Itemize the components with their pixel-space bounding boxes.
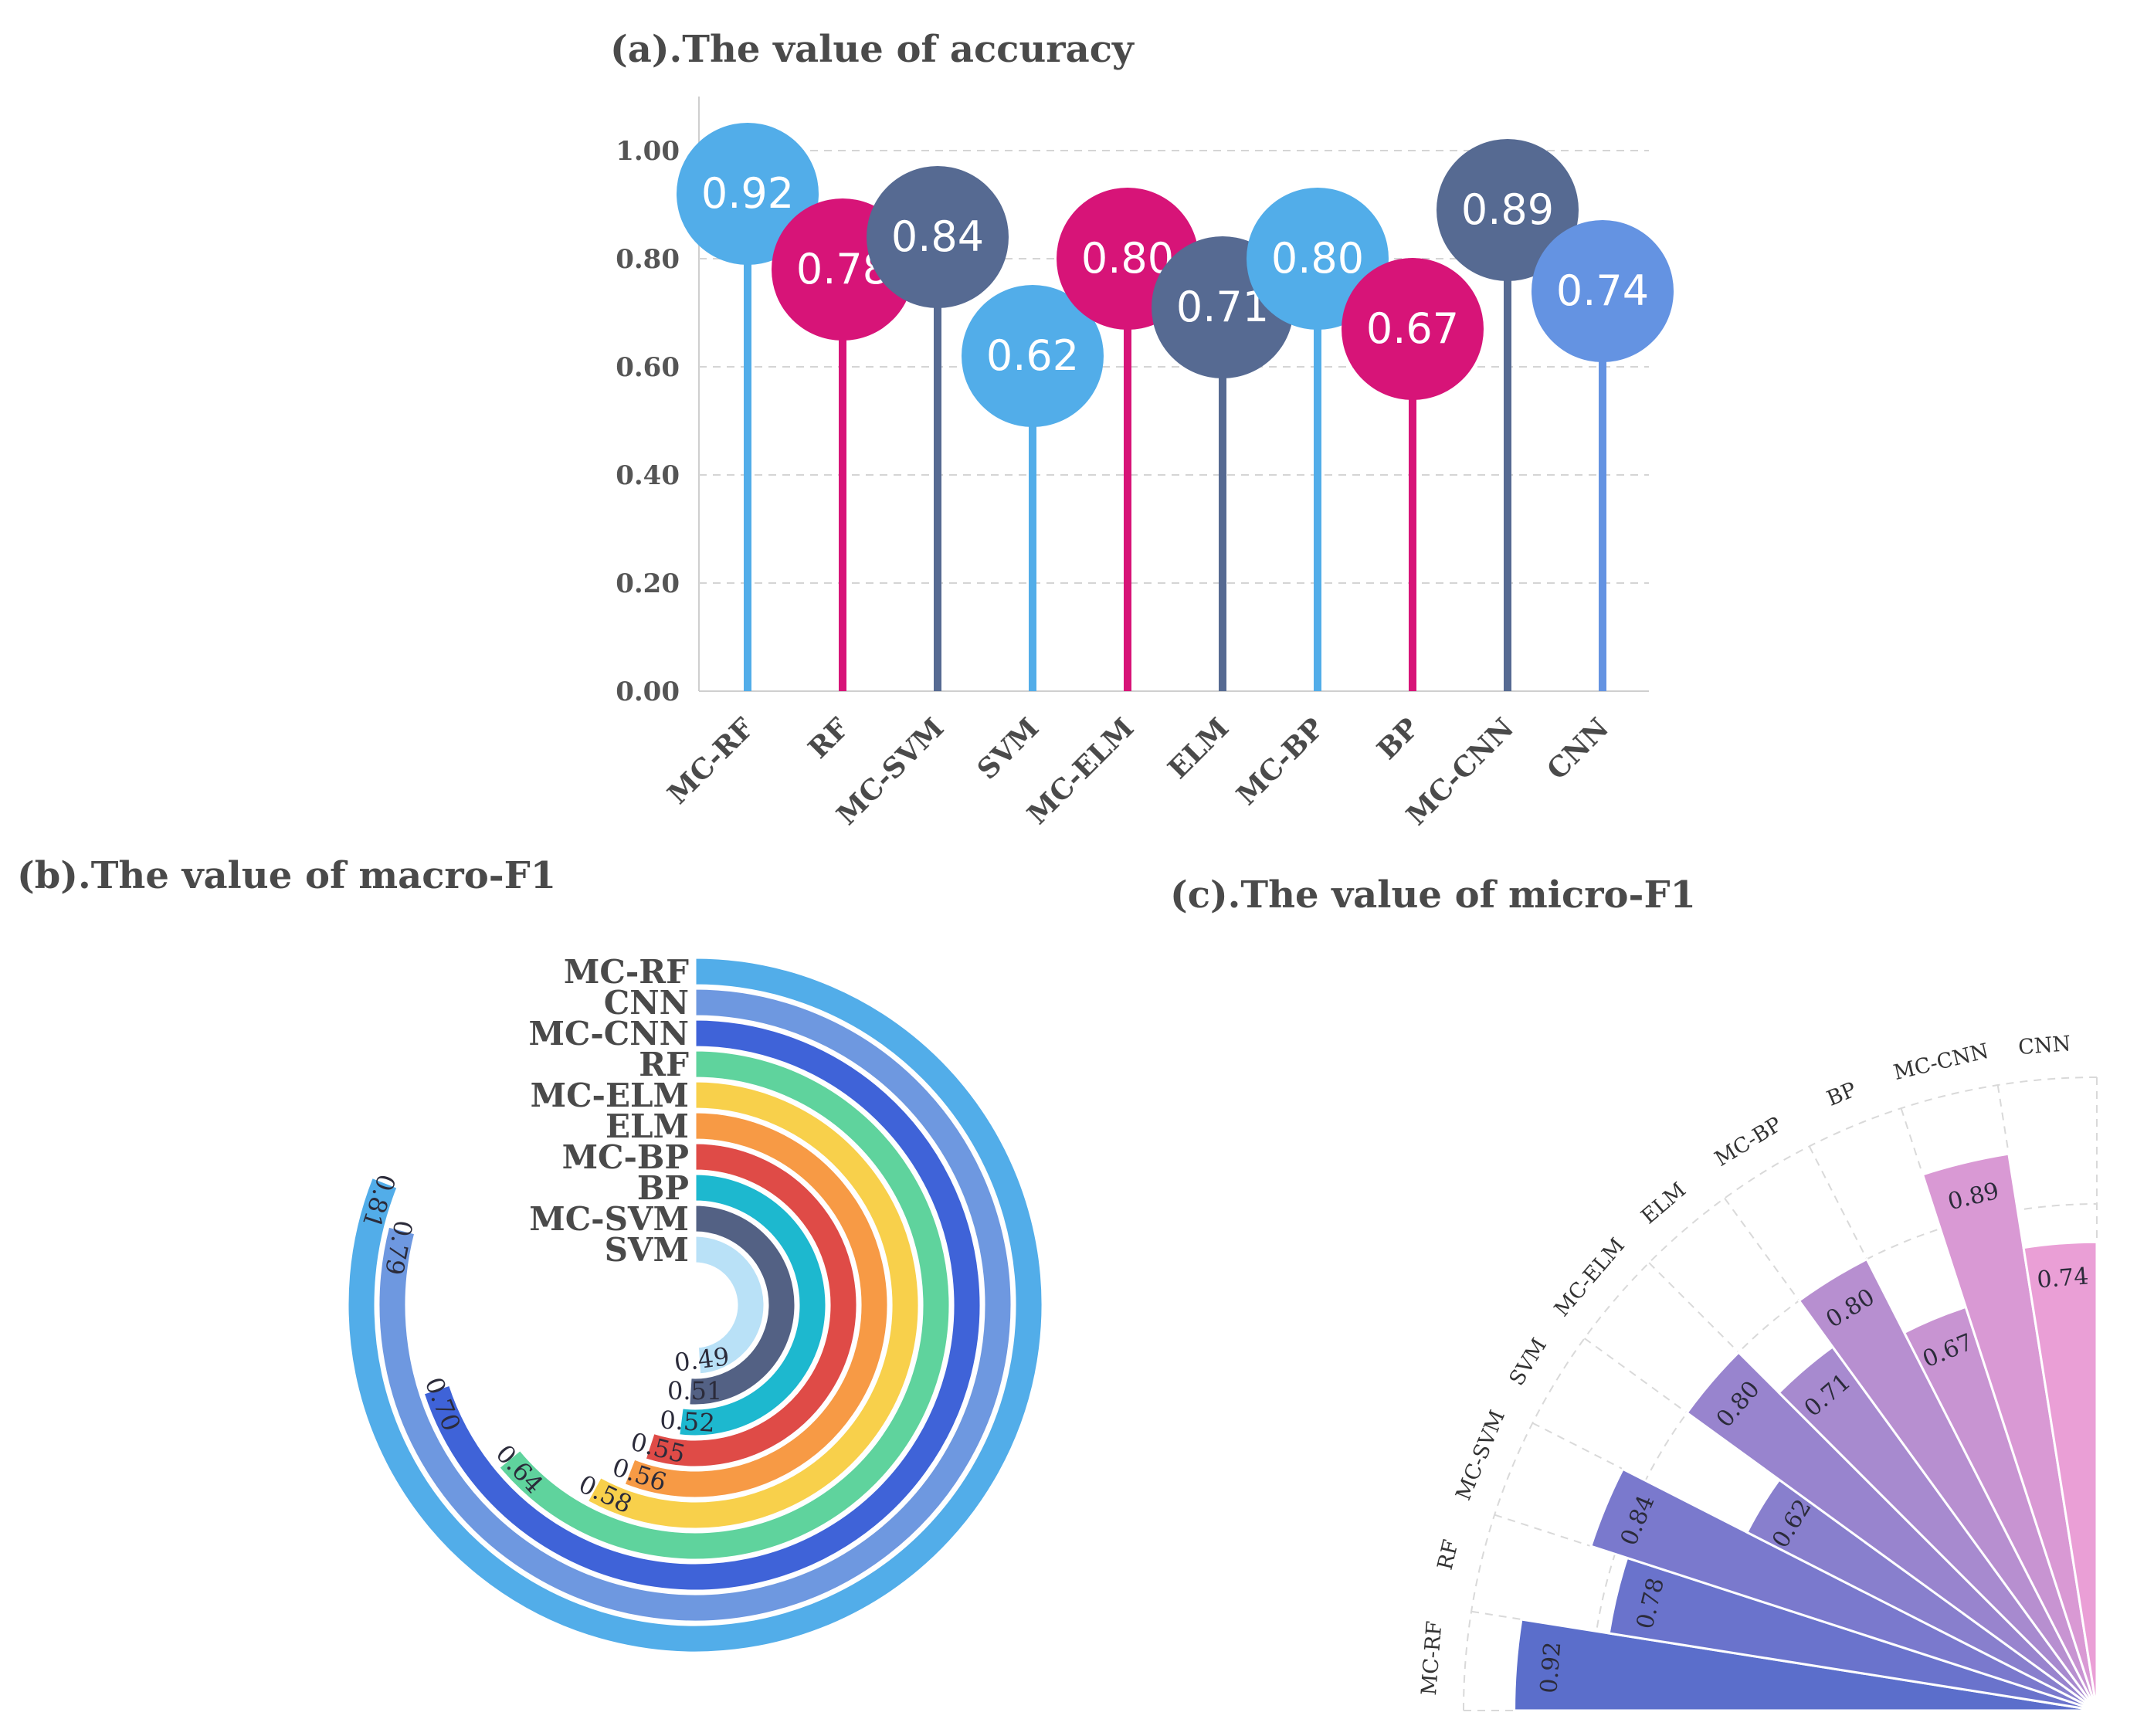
macro-f1-title: (b).The value of macro-F1 — [17, 854, 556, 897]
y-tick-label: 0.40 — [616, 460, 680, 491]
category-label: MC-CNN — [528, 1015, 689, 1053]
bubble-value: 0.92 — [701, 169, 794, 218]
radial-bar — [677, 1172, 828, 1438]
bubble — [962, 285, 1104, 427]
y-tick-label: 1.00 — [616, 136, 680, 167]
polar-bar — [1685, 1351, 2098, 1712]
category-label: RF — [639, 1046, 689, 1083]
radial-bar — [377, 987, 1013, 1623]
panel-micro-f1: (c).The value of micro-F1 0.920.780.84 0.… — [1170, 873, 2098, 1712]
bubble — [1437, 139, 1579, 281]
y-tick-label: 0.20 — [616, 568, 680, 599]
accuracy-title: (a).The value of accuracy — [610, 28, 1135, 71]
micro-f1-title: (c).The value of micro-F1 — [1170, 873, 1696, 917]
stem — [744, 194, 751, 691]
y-tick-label: 0.60 — [616, 352, 680, 383]
polar-bar — [2022, 1240, 2098, 1711]
value-label: 0.92 — [1535, 1641, 1566, 1694]
category-label: SVM — [605, 1231, 689, 1269]
radial-bar — [643, 1141, 859, 1469]
polar-bar — [1921, 1152, 2098, 1711]
x-tick-label: RF — [802, 711, 855, 765]
x-tick-label: MC-BP — [1230, 712, 1330, 812]
bubble-value: 0.71 — [1176, 283, 1269, 331]
radial-bar — [585, 1080, 921, 1531]
radial-bar — [346, 956, 1044, 1654]
bubble-value: 0.84 — [891, 212, 984, 261]
category-label: CNN — [604, 984, 689, 1022]
bubble-value: 0.62 — [986, 331, 1079, 380]
bubble-value: 0.67 — [1366, 304, 1459, 353]
category-label: MC-SVM — [529, 1200, 689, 1238]
category-label: ELM — [605, 1107, 689, 1145]
stem — [1219, 307, 1226, 691]
x-tick-label: MC-RF — [661, 711, 760, 810]
category-label: MC-SVM — [1451, 1407, 1510, 1504]
stem — [934, 237, 941, 691]
x-tick-label: SVM — [971, 712, 1045, 786]
bubble — [677, 123, 819, 265]
stem — [1029, 356, 1036, 691]
bubble-value: 0.80 — [1271, 234, 1364, 283]
x-tick-label: ELM — [1162, 712, 1235, 785]
bubble — [1532, 220, 1674, 362]
radial-bar — [497, 1049, 951, 1561]
stem — [1409, 329, 1416, 691]
y-tick-label: 0.80 — [616, 244, 680, 275]
polar-bar — [1797, 1257, 2098, 1711]
radial-bar — [422, 1018, 982, 1592]
polar-bar — [1589, 1467, 2098, 1712]
category-label: MC-BP — [1711, 1113, 1786, 1171]
category-label: MC-ELM — [1550, 1233, 1630, 1321]
stem — [1124, 259, 1131, 691]
stem — [1504, 210, 1511, 691]
bubble — [867, 166, 1009, 308]
stem — [1314, 259, 1321, 691]
panel-accuracy: (a).The value of accuracy 0.00 0.20 0.40 0.… — [610, 28, 1674, 832]
bubble-value: 0.74 — [1556, 266, 1649, 315]
radial-bar — [687, 1203, 797, 1407]
radial-bar — [622, 1110, 890, 1500]
value-label: 0.51 — [667, 1376, 722, 1405]
category-label: CNN — [2017, 1032, 2071, 1060]
category-label: ELM — [1637, 1178, 1691, 1229]
value-label: 0.49 — [673, 1341, 731, 1377]
category-label: MC-CNN — [1891, 1039, 1991, 1085]
category-label: MC-RF — [1417, 1620, 1447, 1697]
bubble-value: 0.89 — [1461, 185, 1554, 234]
polar-gridline — [1463, 1077, 2098, 1711]
stem — [1599, 291, 1606, 691]
x-tick-label: CNN — [1541, 712, 1615, 786]
category-label: RF — [1433, 1538, 1464, 1572]
y-tick-label: 0.00 — [616, 676, 680, 707]
bubble — [1342, 258, 1484, 400]
stem — [839, 270, 846, 691]
panel-macro-f1: (b).The value of macro-F1 MC-RFCNNMC-CNN… — [17, 854, 1044, 1654]
bubble-value: 0.80 — [1081, 234, 1174, 283]
value-label: 0.74 — [2036, 1263, 2089, 1294]
category-label: MC-ELM — [531, 1077, 689, 1114]
value-label: 0.52 — [659, 1405, 716, 1438]
radial-bar — [694, 1234, 766, 1376]
x-tick-label: BP — [1371, 712, 1425, 766]
category-label: MC-RF — [564, 953, 689, 991]
category-label: SVM — [1504, 1334, 1552, 1390]
category-label: BP — [637, 1169, 689, 1207]
category-label: BP — [1823, 1078, 1860, 1111]
category-label: MC-BP — [562, 1138, 689, 1176]
